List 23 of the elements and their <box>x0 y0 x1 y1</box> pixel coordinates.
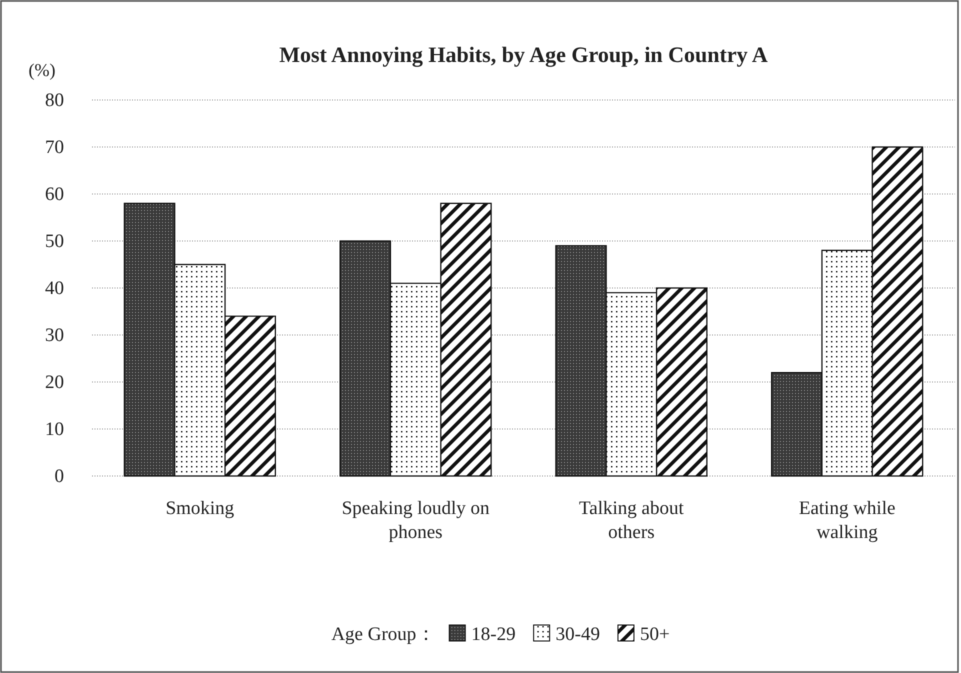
y-tick-label: 20 <box>45 372 64 394</box>
bar <box>340 240 392 477</box>
x-tick-label: Talking about others <box>579 498 684 543</box>
legend-label: 50+ <box>640 624 670 645</box>
y-tick-label: 80 <box>45 90 64 112</box>
y-axis-title: (%) <box>28 60 56 80</box>
y-tick-label: 60 <box>45 184 64 206</box>
chart-title: Most Annoying Habits, by Age Group, in Country A <box>279 42 768 67</box>
bar <box>771 372 823 477</box>
legend-label: 18-29 <box>471 624 516 645</box>
y-tick-label: 10 <box>45 419 64 440</box>
y-tick-label: 50 <box>45 231 64 252</box>
x-tick-label: Smoking <box>166 498 235 519</box>
bar <box>124 202 176 477</box>
legend-title: Age Group： <box>331 624 436 645</box>
y-tick-label: 30 <box>45 325 64 346</box>
x-tick-label: Speaking loudly on phones <box>342 498 490 543</box>
x-tick-label: Eating while walking <box>798 498 896 543</box>
bar <box>555 245 607 477</box>
y-tick-label: 40 <box>45 278 64 300</box>
legend-label: 30-49 <box>556 624 600 645</box>
y-tick-label: 0 <box>54 466 64 488</box>
y-tick-label: 70 <box>45 137 64 158</box>
